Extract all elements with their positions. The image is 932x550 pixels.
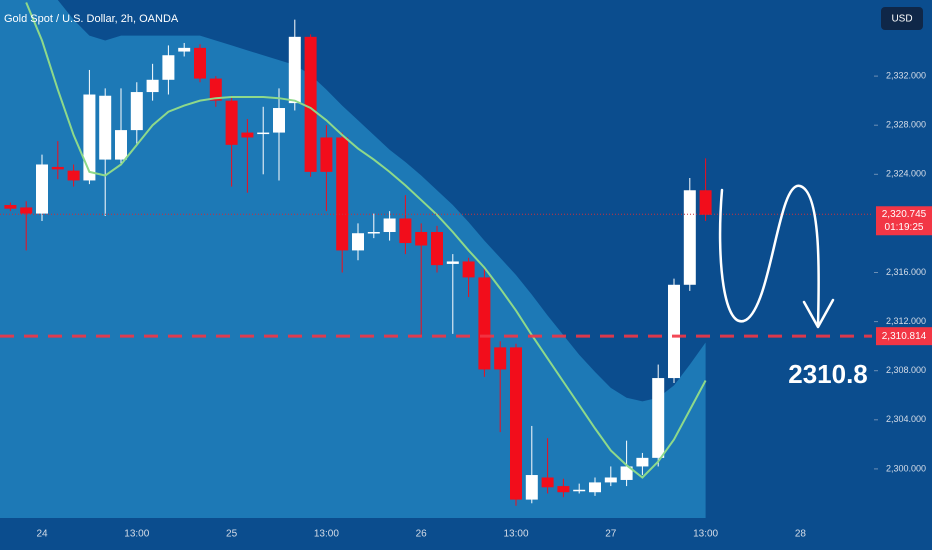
candle-body xyxy=(146,79,159,93)
candle-body xyxy=(494,347,507,370)
candle-body xyxy=(130,92,143,131)
moving-average xyxy=(25,2,707,479)
x-tick-label: 24 xyxy=(36,529,48,540)
y-tick-label: 2,304.000 xyxy=(886,414,926,424)
candle-body xyxy=(178,47,191,52)
candle-body xyxy=(652,378,665,458)
candle-body xyxy=(399,218,412,244)
candle-body xyxy=(352,233,364,251)
candle-body xyxy=(273,108,285,133)
candle-body xyxy=(367,231,380,234)
candle-body xyxy=(51,166,64,170)
candle-body xyxy=(241,132,254,138)
y-tick-label: 2,308.000 xyxy=(886,365,926,375)
x-tick-label: 25 xyxy=(226,529,238,540)
axis-layer: 2,300.000 2,304.000 2,308.000 2,312.000 2,31… xyxy=(36,70,926,539)
x-tick-label: 27 xyxy=(605,529,617,540)
current-price-label: 2,320.745 xyxy=(882,209,927,220)
chart-title: Gold Spot / U.S. Dollar, 2h, OANDA xyxy=(4,13,179,25)
candle-body xyxy=(336,137,349,251)
y-tick-label: 2,328.000 xyxy=(886,120,926,130)
candle-layer xyxy=(4,19,712,506)
candle-body xyxy=(604,477,617,483)
target-label: 2,310.814 xyxy=(882,331,927,342)
candle-body xyxy=(557,486,570,493)
candle-body xyxy=(415,231,428,246)
annotation: 2310.8 xyxy=(788,359,868,389)
currency-button[interactable] xyxy=(881,7,923,30)
candle-body xyxy=(699,190,712,215)
y-tick-label: 2,332.000 xyxy=(886,70,926,80)
target-box xyxy=(876,327,932,346)
candle-body xyxy=(288,36,301,104)
candle-body xyxy=(573,489,586,492)
candle-body xyxy=(541,477,554,488)
candle-body xyxy=(320,137,333,172)
candle-body xyxy=(304,36,317,172)
candle-body xyxy=(67,170,80,181)
candle-body xyxy=(636,457,649,467)
candle-body xyxy=(510,347,522,500)
x-tick-label: 13:00 xyxy=(503,529,528,540)
candle-body xyxy=(20,207,33,214)
overlay-layer: 2,320.745 01:19:25 2,310.814 xyxy=(0,2,932,479)
candle-body xyxy=(589,482,601,493)
candle-body xyxy=(383,218,396,232)
candle-body xyxy=(683,190,696,285)
candle-body xyxy=(209,78,222,101)
candle-body xyxy=(225,100,238,145)
candle-body xyxy=(668,284,680,379)
y-tick-label: 2,300.000 xyxy=(886,463,926,473)
y-tick-label: 2,324.000 xyxy=(886,169,926,179)
x-tick-label: 13:00 xyxy=(693,529,718,540)
candle-body xyxy=(620,466,633,480)
x-tick-label: 26 xyxy=(416,529,428,540)
y-tick-label: 2,316.000 xyxy=(886,267,926,277)
currency-label[interactable]: USD xyxy=(891,14,912,25)
band-layer xyxy=(0,0,706,518)
y-tick-label: 2,312.000 xyxy=(886,316,926,326)
candle-body xyxy=(36,164,48,214)
candle-body xyxy=(4,204,17,209)
current-price-box xyxy=(876,206,932,236)
x-tick-label: 13:00 xyxy=(124,529,149,540)
candle-body xyxy=(478,277,491,370)
candle-body xyxy=(162,55,175,80)
x-tick-label: 28 xyxy=(795,529,807,540)
countdown: 01:19:25 xyxy=(885,222,924,233)
arrow-head xyxy=(802,298,835,329)
candle-body xyxy=(115,130,127,160)
candle-body xyxy=(462,261,475,278)
candle-body xyxy=(431,231,443,266)
candle-body xyxy=(83,94,96,181)
drawn-arrow xyxy=(718,184,820,328)
band-area xyxy=(0,0,706,518)
x-tick-label: 13:00 xyxy=(314,529,339,540)
candle-body xyxy=(194,47,206,79)
candle-body xyxy=(99,95,112,160)
candle-body xyxy=(257,132,270,135)
candle-body xyxy=(446,261,459,264)
candle-body xyxy=(525,475,538,500)
